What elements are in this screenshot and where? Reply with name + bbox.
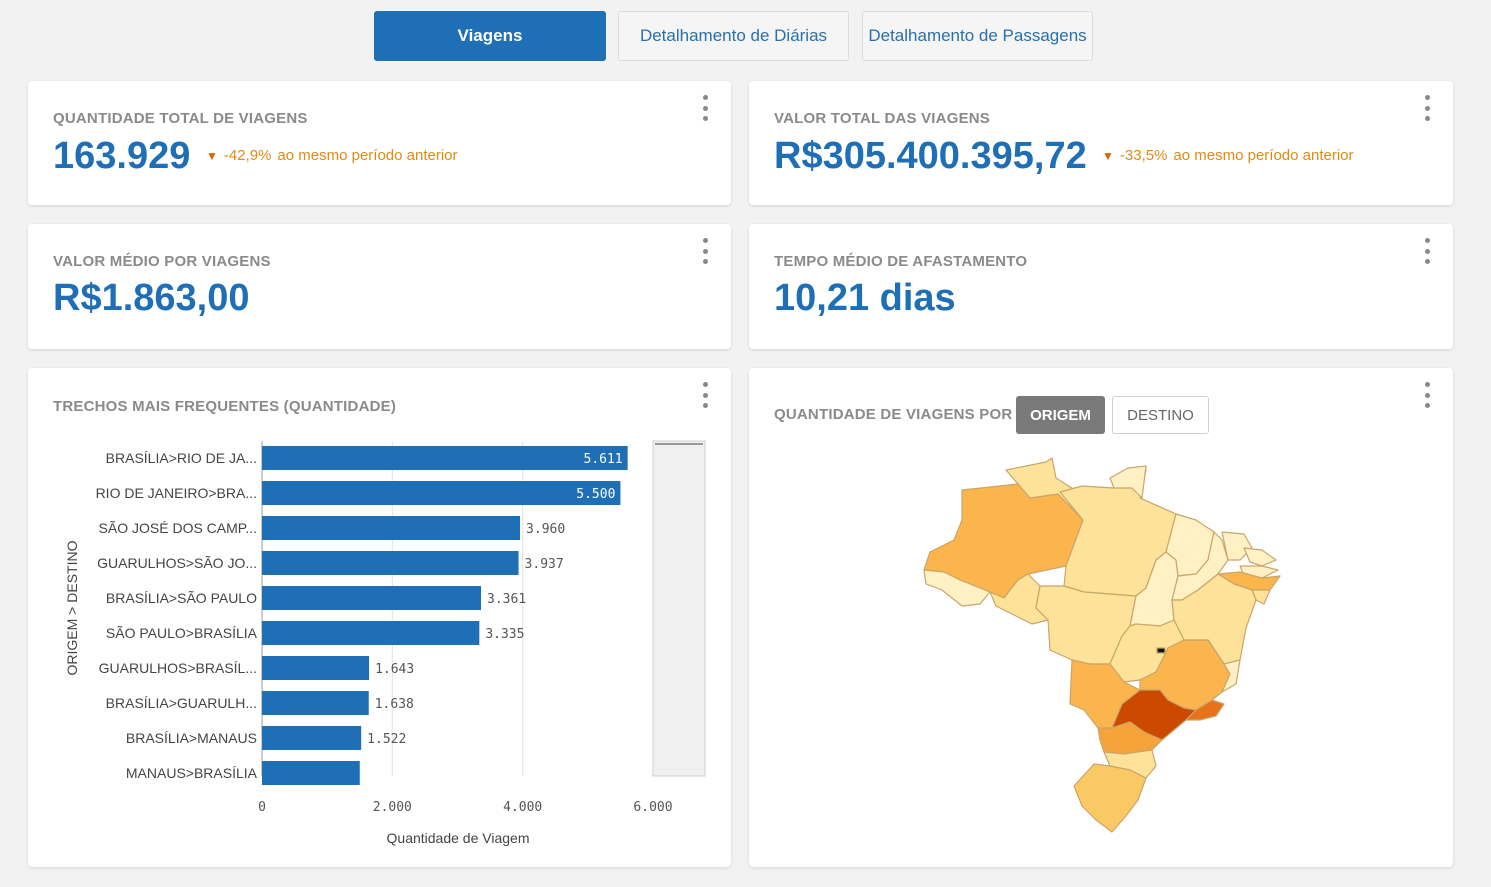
chart-category-label: BRASÍLIA>SÃO PAULO <box>106 590 257 606</box>
chart-bar[interactable] <box>262 551 519 575</box>
chart-bar[interactable] <box>262 761 360 785</box>
state-df[interactable] <box>1156 647 1166 654</box>
chart-value-label: 1.638 <box>375 697 414 712</box>
kpi-delta-value: -33,5% <box>1119 147 1168 164</box>
routes-chart-card: TRECHOS MAIS FREQUENTES (QUANTIDADE) BRA… <box>28 368 731 867</box>
kpi-value: R$1.863,00 <box>53 277 250 319</box>
chart-bar[interactable] <box>262 691 369 715</box>
state-rj[interactable] <box>1185 699 1225 721</box>
kpi-card-total-value: VALOR TOTAL DAS VIAGENS R$305.400.395,72… <box>749 81 1453 205</box>
chart-category-label: BRASÍLIA>GUARULH... <box>106 695 257 711</box>
more-options-icon[interactable] <box>1423 95 1431 121</box>
more-options-icon[interactable] <box>1423 382 1431 408</box>
tab-detalhamento-passagens[interactable]: Detalhamento de Passagens <box>862 11 1093 61</box>
chart-category-label: BRASÍLIA>RIO DE JA... <box>106 450 257 466</box>
toggle-destino[interactable]: DESTINO <box>1112 396 1209 434</box>
kpi-value: 163.929 <box>53 135 191 177</box>
chart-title: TRECHOS MAIS FREQUENTES (QUANTIDADE) <box>53 398 397 415</box>
more-options-icon[interactable] <box>701 238 709 264</box>
kpi-title: VALOR MÉDIO POR VIAGENS <box>53 253 271 270</box>
chart-value-label: 3.335 <box>485 627 524 642</box>
chart-scrollbar[interactable] <box>652 440 706 777</box>
kpi-value: 10,21 dias <box>774 277 956 319</box>
map-title: QUANTIDADE DE VIAGENS POR <box>774 406 1013 423</box>
toggle-origem[interactable]: ORIGEM <box>1016 396 1105 434</box>
chart-category-label: MANAUS>BRASÍLIA <box>126 765 258 781</box>
chart-bar[interactable] <box>262 446 628 470</box>
chart-category-label: GUARULHOS>BRASÍL... <box>99 660 257 676</box>
brazil-map <box>923 457 1281 833</box>
bar-chart: BRASÍLIA>RIO DE JA... 5.611 RIO DE JANEIRO… <box>64 440 706 846</box>
state-pr[interactable] <box>1097 721 1163 755</box>
chart-x-tick: 6.000 <box>633 800 672 815</box>
kpi-delta-text: ao mesmo período anterior <box>1173 147 1354 164</box>
map-card: QUANTIDADE DE VIAGENS POR <box>749 368 1453 867</box>
chart-value-label: 5.500 <box>576 487 615 502</box>
chart-bar[interactable] <box>262 516 521 540</box>
chart-category-label: BRASÍLIA>MANAUS <box>126 730 257 746</box>
chart-bar[interactable] <box>262 656 370 680</box>
chart-y-axis-title: ORIGEM > DESTINO <box>64 540 80 675</box>
more-options-icon[interactable] <box>701 382 709 408</box>
kpi-title: VALOR TOTAL DAS VIAGENS <box>774 110 991 127</box>
state-ac[interactable] <box>923 569 991 607</box>
chart-category-label: GUARULHOS>SÃO JO... <box>97 555 257 571</box>
chart-bar[interactable] <box>262 481 621 505</box>
kpi-card-total-trips: QUANTIDADE TOTAL DE VIAGENS 163.929 ▼ -4… <box>28 81 731 205</box>
tab-detalhamento-diarias[interactable]: Detalhamento de Diárias <box>618 11 849 61</box>
chart-bar[interactable] <box>262 621 480 645</box>
chart-category-label: RIO DE JANEIRO>BRA... <box>96 485 257 501</box>
chart-value-label: 3.937 <box>525 557 564 572</box>
kpi-delta: ▼ -33,5% ao mesmo período anterior <box>1102 147 1354 164</box>
tab-viagens[interactable]: Viagens <box>374 11 606 61</box>
chart-x-tick: 0 <box>258 800 266 815</box>
kpi-delta-text: ao mesmo período anterior <box>277 147 458 164</box>
kpi-delta-value: -42,9% <box>223 147 272 164</box>
chart-value-label: 5.611 <box>584 452 623 467</box>
triangle-down-icon: ▼ <box>206 148 218 163</box>
kpi-title: QUANTIDADE TOTAL DE VIAGENS <box>53 110 308 127</box>
state-rs[interactable] <box>1073 763 1147 833</box>
kpi-title: TEMPO MÉDIO DE AFASTAMENTO <box>774 253 1028 270</box>
triangle-down-icon: ▼ <box>1102 148 1114 163</box>
more-options-icon[interactable] <box>1423 238 1431 264</box>
kpi-value: R$305.400.395,72 <box>774 135 1087 177</box>
kpi-delta: ▼ -42,9% ao mesmo período anterior <box>206 147 458 164</box>
chart-x-axis-title: Quantidade de Viagem <box>387 830 530 846</box>
chart-x-tick: 4.000 <box>503 800 542 815</box>
more-options-icon[interactable] <box>701 95 709 121</box>
state-es[interactable] <box>1221 659 1241 693</box>
chart-bar[interactable] <box>262 586 482 610</box>
kpi-card-avg-time: TEMPO MÉDIO DE AFASTAMENTO 10,21 dias <box>749 224 1453 349</box>
kpi-card-avg-value: VALOR MÉDIO POR VIAGENS R$1.863,00 <box>28 224 731 349</box>
chart-x-tick: 2.000 <box>373 800 412 815</box>
chart-category-label: SÃO PAULO>BRASÍLIA <box>106 625 258 641</box>
chart-category-label: SÃO JOSÉ DOS CAMP... <box>99 520 257 536</box>
chart-value-label: 1.643 <box>375 662 414 677</box>
chart-value-label: 1.522 <box>367 732 406 747</box>
state-ap[interactable] <box>1109 465 1147 499</box>
state-rn[interactable] <box>1243 547 1277 567</box>
chart-value-label: 3.361 <box>487 592 526 607</box>
chart-bar[interactable] <box>262 726 362 750</box>
chart-value-label: 3.960 <box>526 522 565 537</box>
